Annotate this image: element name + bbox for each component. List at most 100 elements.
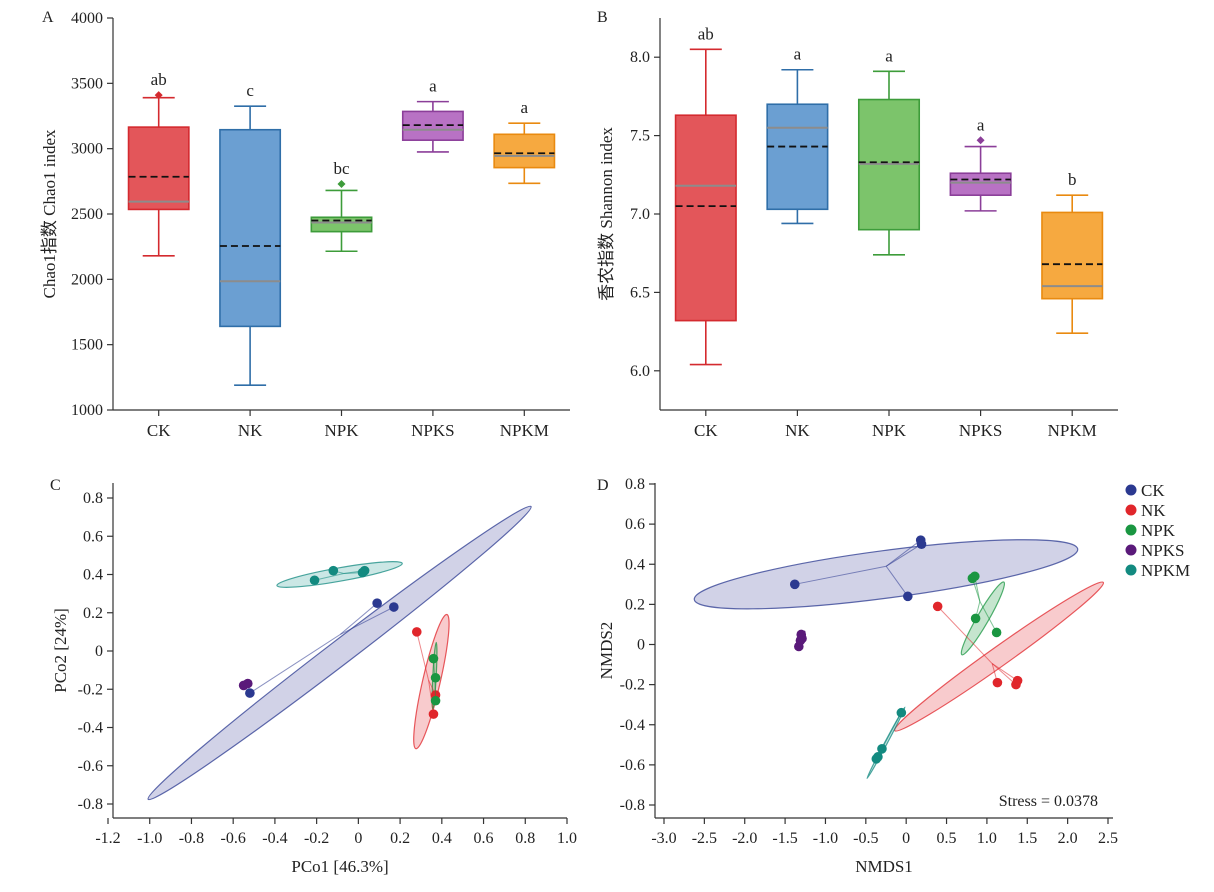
x-tick-label: 2.5 — [1098, 830, 1118, 847]
y-tick-label: 7.0 — [630, 206, 650, 223]
legend-item-npks: NPKS — [1125, 541, 1184, 560]
y-tick-label: 0.2 — [83, 605, 103, 622]
y-tick-label: 0.4 — [625, 556, 645, 573]
data-point — [1012, 675, 1023, 686]
panel-d: D -3.0 -2.5 -2.0 -1.5 -1.0 -0.5 0 0.5 1.0 1.5 2.0 2.… — [597, 476, 1118, 876]
panel-letter: B — [597, 9, 608, 26]
x-category-label: NPKS — [959, 421, 1002, 440]
y-tick-label: 2500 — [71, 206, 103, 223]
box-body — [949, 172, 1012, 196]
x-category-label: CK — [694, 421, 718, 440]
x-tick-label: 2.0 — [1058, 830, 1078, 847]
y-tick-label: 4000 — [71, 10, 103, 27]
series-npks — [238, 678, 253, 691]
box-ck: ab — [127, 70, 190, 257]
centroid-spoke — [794, 565, 887, 585]
data-point — [877, 744, 887, 754]
y-tick-label: -0.8 — [620, 797, 645, 814]
x-axis-title: NMDS1 — [855, 857, 913, 876]
series-npk — [967, 571, 1002, 638]
box-npk: a — [857, 46, 921, 256]
panel-a: A 1000 1500 2000 2500 3000 3500 4000 Chao1指数 Cha… — [40, 9, 570, 440]
legend-item-ck: CK — [1125, 481, 1165, 500]
x-tick-label: -0.5 — [853, 830, 878, 847]
box-npkm: b — [1041, 170, 1104, 334]
centroid-spoke — [979, 601, 998, 633]
data-point — [238, 680, 249, 691]
series-npks — [794, 629, 807, 652]
x-tick-label: -1.0 — [137, 830, 162, 847]
panel-letter: C — [50, 477, 61, 494]
data-point — [871, 754, 882, 764]
legend-marker — [1125, 524, 1137, 536]
data-point — [970, 571, 980, 582]
data-point — [932, 601, 943, 612]
x-tick-label: -0.6 — [221, 830, 246, 847]
stress-annotation: Stress = 0.0378 — [999, 793, 1098, 810]
series-npkm — [309, 565, 370, 586]
significance-label: ab — [151, 70, 167, 89]
data-point — [328, 565, 339, 576]
box-body — [127, 126, 190, 211]
y-tick-label: 0.8 — [83, 490, 103, 507]
y-axis-title: 香农指数 Shannon index — [597, 127, 616, 301]
x-tick-label: 0.4 — [432, 830, 452, 847]
box-ck: ab — [674, 24, 737, 366]
legend-item-npk: NPK — [1125, 521, 1176, 540]
data-point — [902, 591, 913, 602]
x-category-label: NK — [785, 421, 810, 440]
x-category-label: NPKM — [500, 421, 549, 440]
significance-label: bc — [333, 159, 350, 178]
data-point — [795, 635, 806, 646]
x-tick-label: -1.2 — [95, 830, 120, 847]
legend-label: NPK — [1141, 521, 1176, 540]
box-nk: c — [219, 81, 282, 386]
x-category-label: NPK — [324, 421, 359, 440]
box-npkm: a — [493, 98, 556, 185]
y-tick-label: 1500 — [71, 337, 103, 354]
box-npks: a — [401, 77, 464, 153]
x-category-label: NK — [238, 421, 263, 440]
y-tick-label: -0.8 — [78, 796, 103, 813]
ellipse-nk — [413, 613, 450, 750]
x-tick-label: 1.0 — [557, 830, 577, 847]
outlier-point — [337, 179, 346, 188]
data-point — [991, 627, 1002, 638]
box-body — [766, 103, 829, 211]
data-point — [430, 695, 441, 706]
centroid-spoke — [249, 634, 341, 694]
x-tick-label: 0 — [902, 830, 910, 847]
centroid-spoke — [340, 606, 395, 635]
y-tick-label: 8.0 — [630, 49, 650, 66]
y-tick-label: 0 — [637, 637, 645, 654]
x-category-label: NPKS — [411, 421, 454, 440]
ellipse-npkm — [866, 706, 906, 780]
panel-letter: A — [42, 9, 54, 26]
data-point — [789, 579, 800, 590]
data-point — [389, 602, 399, 612]
y-tick-label: 6.5 — [630, 284, 650, 301]
y-tick-label: -0.4 — [620, 717, 645, 734]
significance-label: a — [885, 46, 893, 65]
box-nk: a — [766, 45, 829, 225]
ellipse-ck — [147, 505, 532, 801]
centroid-spoke — [416, 631, 430, 681]
legend-label: NPKM — [1141, 561, 1190, 580]
y-tick-label: 0.6 — [83, 528, 103, 545]
significance-label: a — [794, 45, 802, 64]
x-tick-label: 1.5 — [1017, 830, 1037, 847]
series-ck — [245, 598, 399, 698]
box-npk: bc — [310, 159, 373, 253]
x-tick-label: -1.5 — [772, 830, 797, 847]
panel-letter: D — [597, 477, 609, 494]
centroid-spoke — [885, 539, 922, 567]
series-npk — [428, 653, 441, 706]
centroid-spoke — [937, 606, 993, 664]
legend-item-nk: NK — [1125, 501, 1166, 520]
data-point — [430, 672, 441, 683]
series-npkm — [871, 707, 907, 764]
y-tick-label: 0.6 — [625, 516, 645, 533]
x-tick-label: -0.2 — [304, 830, 329, 847]
